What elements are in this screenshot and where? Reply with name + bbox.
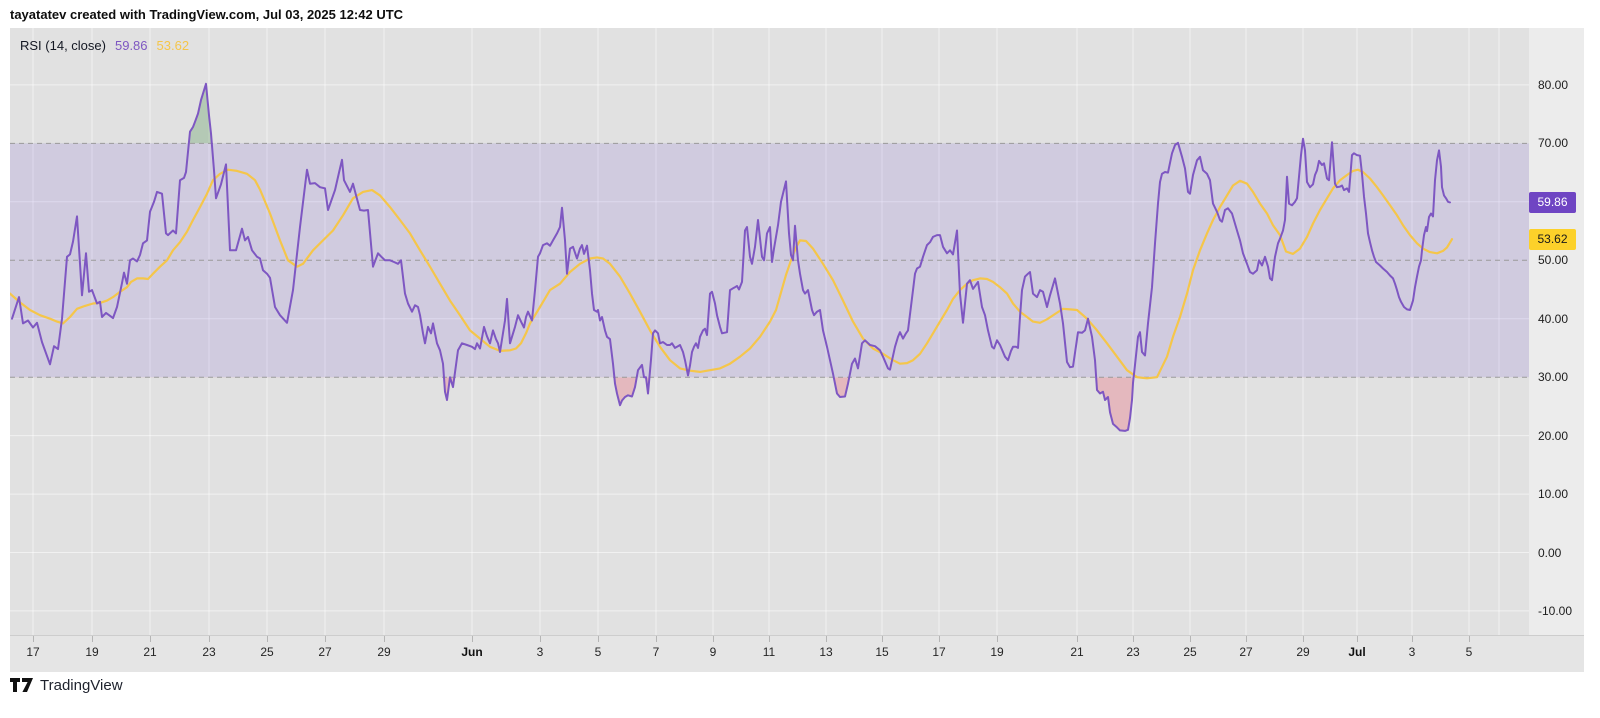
time-axis-label: 19 xyxy=(85,645,99,659)
rsi-chart-canvas xyxy=(10,28,1529,635)
time-tick-mark xyxy=(472,636,473,642)
time-tick-mark xyxy=(939,636,940,642)
price-axis-label: 20.00 xyxy=(1538,429,1569,443)
time-tick-mark xyxy=(826,636,827,642)
attribution-text: tayatatev created with TradingView.com, … xyxy=(10,7,404,22)
price-axis-label: -10.00 xyxy=(1538,604,1573,618)
time-tick-mark xyxy=(1357,636,1358,642)
time-axis-label: 3 xyxy=(536,645,544,659)
time-axis-label: 17 xyxy=(932,645,946,659)
time-axis-label: 23 xyxy=(202,645,216,659)
time-tick-mark xyxy=(150,636,151,642)
time-axis-label: 27 xyxy=(1239,645,1253,659)
rsi-ma-value-badge: 53.62 xyxy=(1529,229,1576,250)
time-tick-mark xyxy=(325,636,326,642)
time-tick-mark xyxy=(598,636,599,642)
time-tick-mark xyxy=(1133,636,1134,642)
indicator-legend: RSI (14, close) 59.86 53.62 xyxy=(20,38,189,53)
time-axis-label: 29 xyxy=(377,645,391,659)
time-tick-mark xyxy=(540,636,541,642)
time-axis-label: 21 xyxy=(143,645,157,659)
time-tick-mark xyxy=(1246,636,1247,642)
tradingview-logo[interactable]: TradingView xyxy=(10,677,123,694)
time-axis-label: 11 xyxy=(762,645,776,659)
time-tick-mark xyxy=(384,636,385,642)
indicator-title: RSI (14, close) xyxy=(20,38,106,53)
time-axis[interactable]: 17 19 21 23 25 27 29 Jun 3 5 7 9 11 13 15 17 19 21 23 25 27 2… xyxy=(10,635,1584,672)
rsi-chart-pane[interactable] xyxy=(10,28,1529,635)
time-axis-label: 15 xyxy=(875,645,889,659)
time-tick-mark xyxy=(1077,636,1078,642)
price-axis[interactable]: 80.00 70.00 50.00 40.00 30.00 20.00 10.00 0.00 -… xyxy=(1529,28,1584,635)
time-tick-mark xyxy=(209,636,210,642)
time-axis-label: 5 xyxy=(1465,645,1473,659)
time-axis-label: 3 xyxy=(1408,645,1416,659)
price-axis-label: 0.00 xyxy=(1538,546,1562,560)
time-tick-mark xyxy=(769,636,770,642)
time-axis-label: 25 xyxy=(1183,645,1197,659)
time-tick-mark xyxy=(1412,636,1413,642)
time-tick-mark xyxy=(1303,636,1304,642)
price-axis-label: 70.00 xyxy=(1538,136,1569,150)
time-axis-label: Jun xyxy=(461,645,483,659)
time-tick-mark xyxy=(1469,636,1470,642)
tradingview-logo-icon xyxy=(10,678,33,692)
time-tick-mark xyxy=(997,636,998,642)
time-tick-mark xyxy=(882,636,883,642)
time-axis-label: 7 xyxy=(652,645,660,659)
price-axis-label: 30.00 xyxy=(1538,370,1569,384)
price-axis-label: 50.00 xyxy=(1538,253,1569,267)
time-axis-label: 9 xyxy=(709,645,717,659)
rsi-value-badge: 59.86 xyxy=(1529,192,1576,213)
time-axis-label: 29 xyxy=(1296,645,1310,659)
time-axis-label: 17 xyxy=(26,645,40,659)
time-axis-label: 27 xyxy=(318,645,332,659)
time-tick-mark xyxy=(33,636,34,642)
rsi-ma-value: 53.62 xyxy=(156,38,190,53)
time-tick-mark xyxy=(267,636,268,642)
price-axis-label: 10.00 xyxy=(1538,487,1569,501)
time-axis-label: 5 xyxy=(594,645,602,659)
time-axis-label: Jul xyxy=(1348,645,1366,659)
time-tick-mark xyxy=(656,636,657,642)
time-axis-label: 23 xyxy=(1126,645,1140,659)
time-axis-label: 19 xyxy=(990,645,1004,659)
price-axis-label: 40.00 xyxy=(1538,312,1569,326)
time-tick-mark xyxy=(92,636,93,642)
time-tick-mark xyxy=(1190,636,1191,642)
time-tick-mark xyxy=(713,636,714,642)
rsi-value: 59.86 xyxy=(114,38,148,53)
time-axis-label: 21 xyxy=(1070,645,1084,659)
tradingview-logo-text: TradingView xyxy=(40,677,123,694)
price-axis-label: 80.00 xyxy=(1538,78,1569,92)
time-axis-label: 13 xyxy=(819,645,833,659)
time-axis-label: 25 xyxy=(260,645,274,659)
